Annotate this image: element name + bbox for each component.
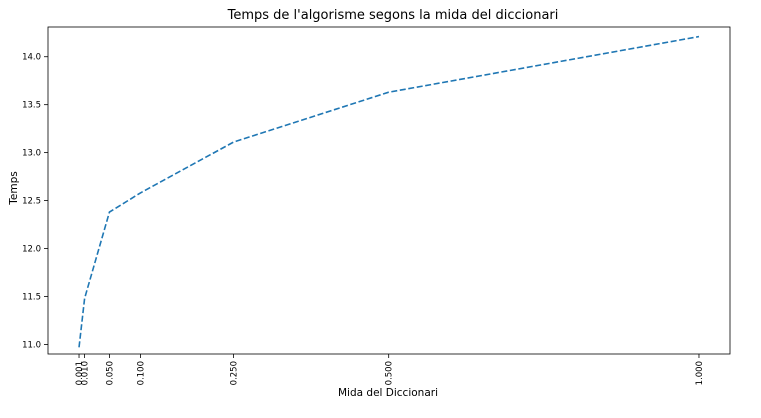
x-tick-label: 0.100 [136, 361, 146, 385]
y-tick-label: 12.5 [22, 197, 41, 207]
y-tick-label: 11.0 [22, 340, 41, 350]
series-line [78, 35, 700, 348]
x-tick-label: 1.000 [695, 361, 705, 385]
y-tick-label: 14.0 [22, 53, 41, 63]
x-tick-label: 0.250 [230, 361, 240, 385]
plot-frame [47, 26, 731, 355]
x-axis-label: Mida del Diccionari [338, 387, 438, 399]
y-tick-label: 12.0 [22, 245, 41, 255]
y-tick-label: 13.0 [22, 149, 41, 159]
y-tick-label: 13.5 [22, 101, 41, 111]
series [78, 35, 700, 348]
x-tick-label: 0.500 [385, 361, 395, 385]
y-tick-label: 11.5 [22, 292, 41, 302]
x-tick-label: 0.050 [105, 361, 115, 385]
chart-title: Temps de l'algorisme segons la mida del … [227, 8, 559, 23]
axes [47, 26, 731, 355]
x-tick-label: 0.001 [75, 361, 85, 385]
y-axis-ticks: 11.0 11.5 12.0 12.5 13.0 13.5 14.0 [22, 53, 48, 350]
x-tick-label: 0.010 [81, 361, 91, 385]
y-axis-label: Temps [8, 171, 20, 205]
